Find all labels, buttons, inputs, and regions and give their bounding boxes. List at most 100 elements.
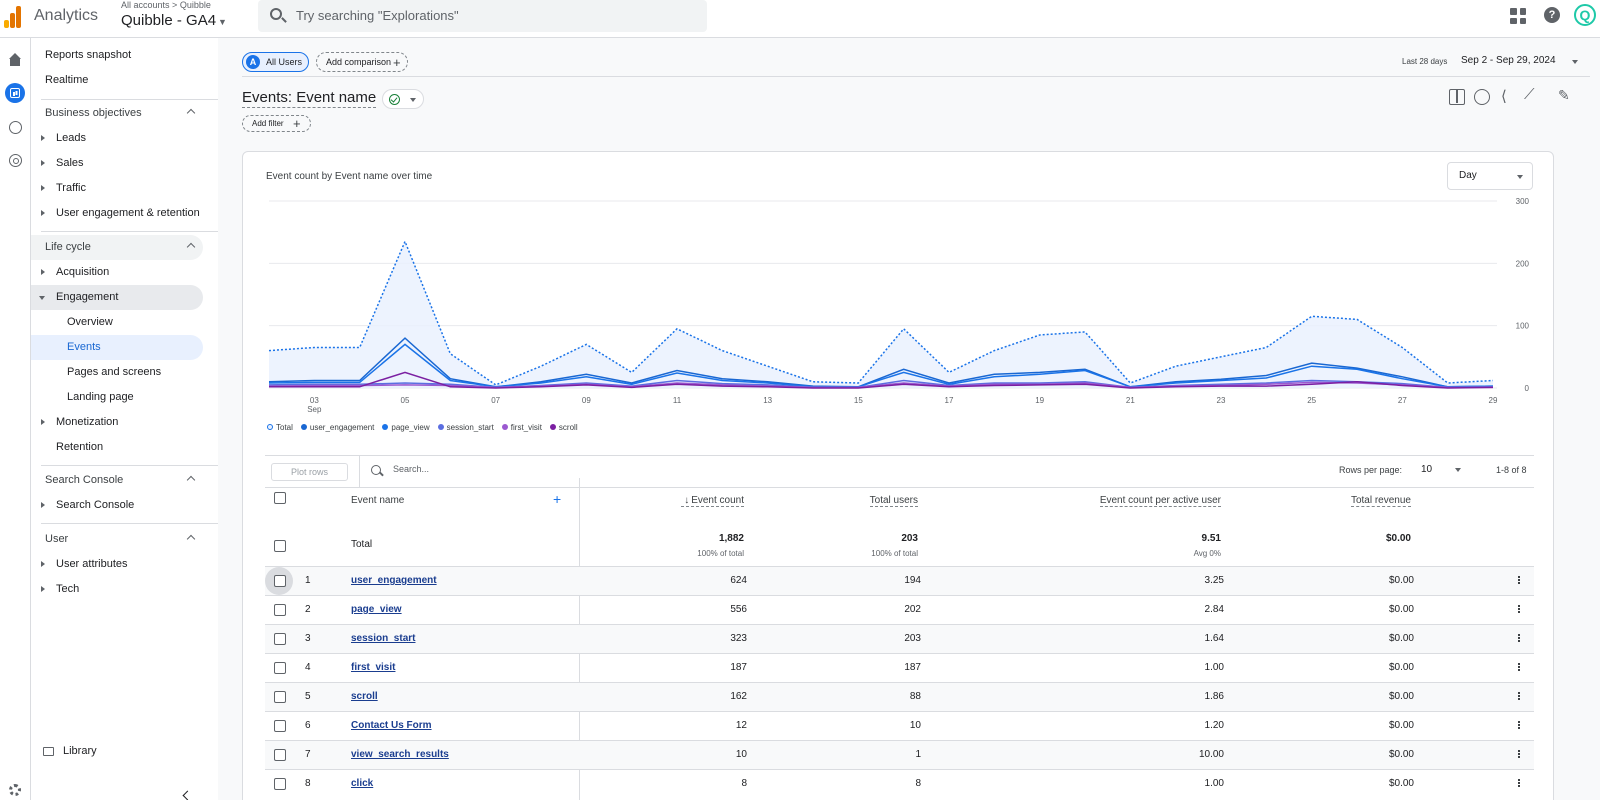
row-more-icon[interactable] <box>1518 663 1520 665</box>
page-title[interactable]: Events: Event name <box>242 89 377 108</box>
col-total-users[interactable]: Total users <box>869 495 918 507</box>
compare-columns-icon[interactable] <box>1449 89 1465 105</box>
row-checkbox[interactable] <box>274 633 286 645</box>
table-row[interactable]: 4 first_visit 187 187 1.00 $0.00 <box>265 653 1534 682</box>
rows-per-page-select[interactable]: 10 <box>1421 464 1433 475</box>
total-row-checkbox[interactable] <box>274 540 286 552</box>
col-event-count[interactable]: ↓ Event count <box>681 495 744 507</box>
row-more-icon[interactable] <box>1518 750 1520 752</box>
section-search-console[interactable]: Search Console <box>31 468 218 493</box>
granularity-select[interactable]: Day <box>1447 162 1533 190</box>
report-status-button[interactable] <box>382 89 424 109</box>
caret-down-icon[interactable] <box>1572 60 1578 64</box>
nav-acquisition[interactable]: Acquisition <box>31 260 218 285</box>
nav-events[interactable]: Events <box>31 335 203 360</box>
nav-user-attributes[interactable]: User attributes <box>31 552 218 577</box>
nav-engagement[interactable]: Engagement <box>31 285 203 310</box>
section-user[interactable]: User <box>31 527 218 552</box>
account-avatar[interactable]: Q <box>1574 4 1596 26</box>
row-more-icon[interactable] <box>1518 692 1520 694</box>
nav-tech[interactable]: Tech <box>31 577 218 602</box>
select-all-checkbox[interactable] <box>274 492 286 504</box>
legend-item[interactable]: scroll <box>549 423 578 432</box>
nav-overview[interactable]: Overview <box>67 316 113 328</box>
share-icon[interactable] <box>1499 87 1515 105</box>
add-dimension-plus-icon[interactable]: + <box>553 491 562 507</box>
table-row[interactable]: 5 scroll 162 88 1.86 $0.00 <box>265 682 1534 711</box>
table-row[interactable]: 6 Contact Us Form 12 10 1.20 $0.00 <box>265 711 1534 740</box>
nav-monetization[interactable]: Monetization <box>31 410 218 435</box>
legend-item[interactable]: first_visit <box>501 423 542 432</box>
row-checkbox[interactable] <box>274 691 286 703</box>
col-total-revenue[interactable]: Total revenue <box>1350 495 1411 507</box>
table-row[interactable]: 7 view_search_results 10 1 10.00 $0.00 <box>265 740 1534 769</box>
nav-traffic[interactable]: Traffic <box>31 176 218 201</box>
row-checkbox[interactable] <box>274 662 286 674</box>
table-row[interactable]: 3 session_start 323 203 1.64 $0.00 <box>265 624 1534 653</box>
row-checkbox[interactable] <box>274 720 286 732</box>
table-search-input[interactable]: Search... <box>393 464 430 474</box>
add-filter-button[interactable]: Add filter + <box>242 115 311 132</box>
nav-reports-snapshot[interactable]: Reports snapshot <box>45 49 132 61</box>
analytics-logo-icon[interactable] <box>4 4 24 28</box>
legend-item[interactable]: session_start <box>437 423 494 432</box>
event-name-link[interactable]: first_visit <box>351 662 396 673</box>
row-checkbox[interactable] <box>274 749 286 761</box>
col-event-count-per-user[interactable]: Event count per active user <box>1099 495 1221 507</box>
table-row[interactable]: 2 page_view 556 202 2.84 $0.00 <box>265 595 1534 624</box>
nav-leads[interactable]: Leads <box>31 126 218 151</box>
edit-pencil-icon[interactable] <box>1557 87 1573 105</box>
advertising-icon[interactable] <box>5 150 25 170</box>
add-comparison-button[interactable]: Add comparison + <box>316 52 408 72</box>
legend-item[interactable]: Total <box>267 423 293 432</box>
row-more-icon[interactable] <box>1518 576 1520 578</box>
section-business-objectives[interactable]: Business objectives <box>31 101 218 126</box>
date-range-picker[interactable]: Sep 2 - Sep 29, 2024 <box>1461 55 1556 66</box>
event-name-link[interactable]: user_engagement <box>351 575 437 586</box>
nav-landing-page[interactable]: Landing page <box>67 391 134 403</box>
row-checkbox[interactable] <box>274 778 286 790</box>
col-event-name[interactable]: Event name <box>351 495 405 506</box>
event-name-link[interactable]: scroll <box>351 691 378 702</box>
y-tick-label: 100 <box>1516 322 1530 331</box>
nav-library[interactable]: Library <box>63 745 97 757</box>
nav-user-engagement-retention[interactable]: User engagement & retention <box>31 201 218 226</box>
plot-rows-button[interactable]: Plot rows <box>271 463 348 481</box>
trend-icon[interactable] <box>1524 86 1540 105</box>
event-name-link[interactable]: Contact Us Form <box>351 720 432 731</box>
caret-down-icon[interactable] <box>1455 468 1461 472</box>
table-row[interactable]: 8 click 8 8 1.00 $0.00 <box>265 769 1534 798</box>
search-bar[interactable]: Try searching "Explorations" <box>258 0 707 32</box>
reports-icon[interactable] <box>5 83 25 103</box>
help-icon[interactable]: ? <box>1544 7 1560 23</box>
apps-grid-icon[interactable] <box>1510 8 1526 24</box>
row-more-icon[interactable] <box>1518 634 1520 636</box>
legend-item[interactable]: page_view <box>382 423 430 432</box>
home-icon[interactable] <box>5 50 25 70</box>
nav-search-console[interactable]: Search Console <box>31 493 218 518</box>
event-name-link[interactable]: view_search_results <box>351 749 449 760</box>
nav-retention[interactable]: Retention <box>56 441 104 453</box>
row-checkbox[interactable] <box>274 604 286 616</box>
row-more-icon[interactable] <box>1518 779 1520 781</box>
breadcrumb[interactable]: All accounts > Quibble <box>121 0 211 10</box>
insights-icon[interactable] <box>1474 89 1490 105</box>
section-life-cycle[interactable]: Life cycle <box>31 235 203 260</box>
event-name-link[interactable]: page_view <box>351 604 402 615</box>
row-more-icon[interactable] <box>1518 605 1520 607</box>
all-users-chip[interactable]: A All Users <box>242 52 309 72</box>
explore-icon[interactable] <box>5 117 25 137</box>
admin-gear-icon[interactable] <box>5 780 25 800</box>
table-row[interactable]: 1 user_engagement 624 194 3.25 $0.00 <box>265 566 1534 595</box>
event-name-link[interactable]: click <box>351 778 374 789</box>
breadcrumb-all-accounts[interactable]: All accounts <box>121 0 170 10</box>
event-name-link[interactable]: session_start <box>351 633 416 644</box>
legend-item[interactable]: user_engagement <box>300 423 374 432</box>
row-more-icon[interactable] <box>1518 721 1520 723</box>
breadcrumb-account[interactable]: Quibble <box>179 0 211 10</box>
nav-realtime[interactable]: Realtime <box>45 74 89 86</box>
row-checkbox[interactable] <box>274 575 286 587</box>
nav-sales[interactable]: Sales <box>31 151 218 176</box>
property-selector[interactable]: Quibble - GA4 ▼ <box>121 12 227 29</box>
nav-pages-and-screens[interactable]: Pages and screens <box>67 366 162 378</box>
